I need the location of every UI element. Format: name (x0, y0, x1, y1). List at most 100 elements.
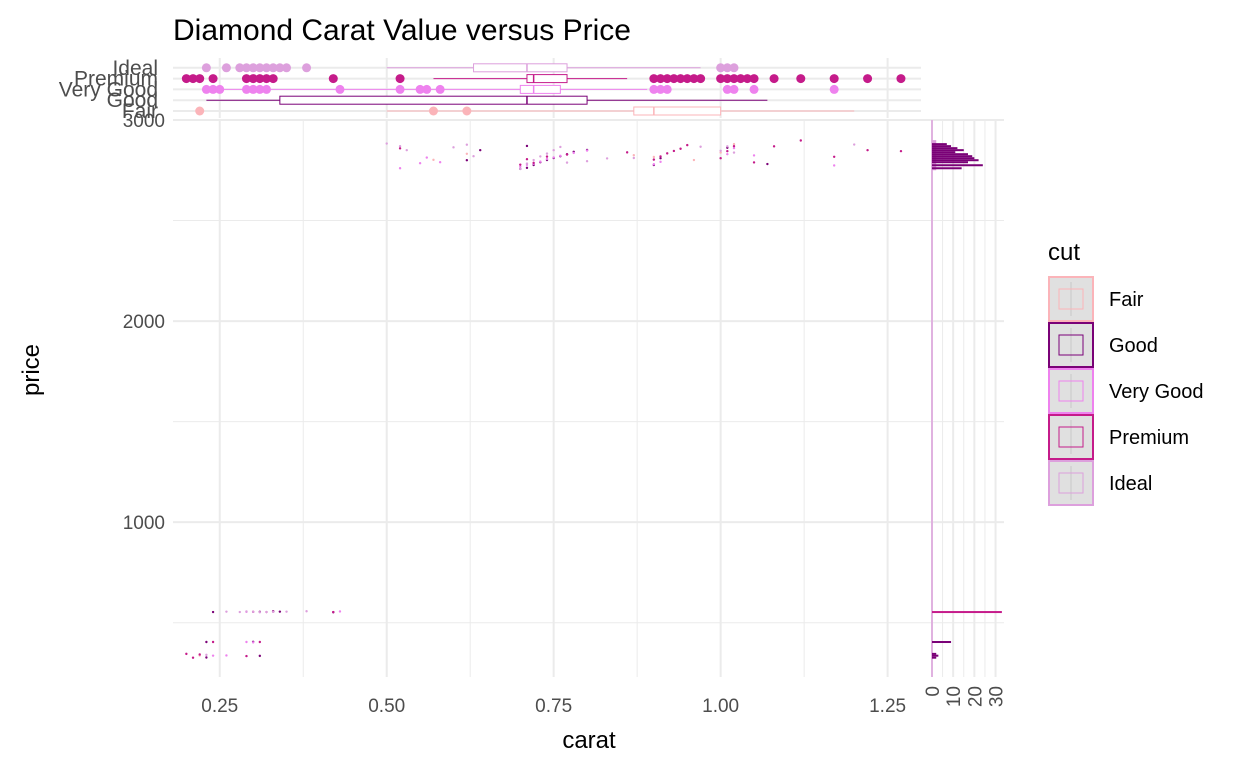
box-outlier-very-good (335, 84, 345, 94)
axis-labels: 0.25 0.50 0.75 1.00 1.25 1000 2000 3000FairGood… (59, 57, 1008, 717)
box-outlier-very-good (208, 84, 218, 94)
histogram-bar (932, 143, 947, 146)
scatter-point-good (205, 656, 208, 659)
chart-title: Diamond Carat Value versus Price (173, 14, 631, 47)
box-outlier-premium (896, 74, 906, 84)
scatter-point-good (766, 162, 769, 166)
box-outlier-very-good (656, 84, 666, 94)
main-grid (173, 119, 1004, 677)
scatter-point-premium (719, 157, 722, 160)
legend-label-premium: Premium (1109, 427, 1189, 449)
scatter-point-very-good (832, 164, 836, 167)
scatter-point-very-good (552, 156, 555, 159)
scatter-point-premium (899, 149, 903, 153)
scatter-point-very-good (438, 161, 442, 164)
y-tick-label: 3000 (123, 111, 165, 132)
box-outlier-ideal (722, 63, 732, 73)
scatter-point-very-good (225, 654, 228, 657)
histogram-bar (932, 656, 937, 659)
histogram-bar (932, 611, 1002, 614)
category-tick-label: Premium (74, 68, 158, 91)
scatter-point-fair (632, 153, 636, 157)
legend-item-ideal: Ideal (1048, 460, 1152, 506)
box-outlier-very-good (395, 84, 405, 94)
scatter-point-ideal (539, 155, 542, 158)
scatter-point-fair (719, 151, 722, 154)
histogram-bar (932, 652, 937, 655)
scatter-point-premium (679, 147, 682, 150)
histogram-bar (932, 164, 983, 167)
scatter-point-very-good (519, 165, 522, 168)
scatter-point-ideal (632, 156, 636, 160)
box-good (279, 95, 588, 105)
legend-item-fair: Fair (1048, 276, 1144, 322)
scatter-point-ideal (245, 610, 248, 613)
box-outlier-ideal (268, 63, 278, 73)
box-outlier-ideal (241, 63, 251, 73)
box-outlier-ideal (282, 63, 292, 73)
scatter-point-good (211, 610, 215, 614)
scatter-point-ideal (465, 143, 469, 146)
box-outlier-premium (268, 74, 278, 84)
box-outlier-premium (696, 74, 706, 84)
box-outlier-ideal (302, 63, 312, 73)
histogram-bar (932, 145, 952, 148)
scatter-point-fair (652, 155, 656, 159)
scatter-point-good (525, 166, 529, 170)
legend-label-ideal: Ideal (1109, 473, 1152, 495)
scatter-point-premium (625, 151, 629, 154)
box-outlier-very-good (215, 84, 225, 94)
right-histogram (931, 120, 1002, 677)
legend-key-box (1058, 472, 1084, 494)
scatter-point-premium (258, 640, 262, 644)
scatter-point-premium (185, 652, 188, 656)
scatter-point-premium (652, 158, 656, 161)
scatter-point-very-good (585, 149, 589, 152)
box-outlier-premium (241, 74, 251, 84)
legend-key-box (1058, 426, 1084, 448)
scatter-point-very-good (211, 654, 215, 657)
scatter-point-fair (465, 152, 469, 155)
scatter-point-ideal (525, 162, 529, 165)
box-outlier-very-good (435, 84, 445, 94)
scatter-point-very-good (418, 162, 422, 165)
scatter-point-ideal (545, 152, 549, 155)
scatter-point-premium (772, 145, 776, 148)
box-fair (633, 106, 722, 116)
box-outlier-very-good (415, 84, 425, 94)
scatter-point-ideal (585, 160, 589, 163)
legend-item-very-good: Very Good (1048, 368, 1204, 414)
scatter-point-ideal (225, 610, 228, 613)
legend-item-good: Good (1048, 322, 1158, 368)
scatter-point-good (258, 654, 262, 658)
scatter-point-ideal (605, 157, 609, 160)
legend-label-very-good: Very Good (1109, 381, 1204, 403)
histogram-bar (932, 149, 964, 152)
histogram-bar (932, 151, 956, 154)
histogram-bar (932, 140, 937, 171)
scatter-point-premium (752, 161, 756, 164)
scatter-point-ideal (552, 148, 555, 152)
box-outlier-premium (662, 74, 672, 84)
scatter-point-ideal (853, 143, 856, 146)
box-outlier-very-good (262, 84, 271, 94)
box-outlier-premium (328, 74, 338, 84)
box-outlier-premium (669, 74, 679, 84)
scatter-point-very-good (732, 146, 736, 150)
legend: cut Fair Good Very Good Premium Ideal (1048, 239, 1204, 506)
category-tick-label: Very Good (59, 78, 158, 101)
box-outlier-ideal (235, 63, 245, 73)
box-outlier-premium (689, 74, 699, 84)
box-outlier-very-good (422, 84, 432, 94)
box-outlier-premium (649, 74, 659, 84)
x-tick-label: 0.25 (201, 696, 238, 717)
histogram-bar (932, 147, 958, 150)
box-outlier-ideal (716, 63, 726, 73)
scatter-point-very-good (545, 157, 549, 161)
scatter-point-very-good (245, 640, 248, 644)
scatter-point-ideal (271, 610, 275, 614)
box-outlier-premium (195, 74, 205, 84)
box-outlier-very-good (729, 84, 739, 94)
box-outlier-ideal (248, 63, 258, 73)
